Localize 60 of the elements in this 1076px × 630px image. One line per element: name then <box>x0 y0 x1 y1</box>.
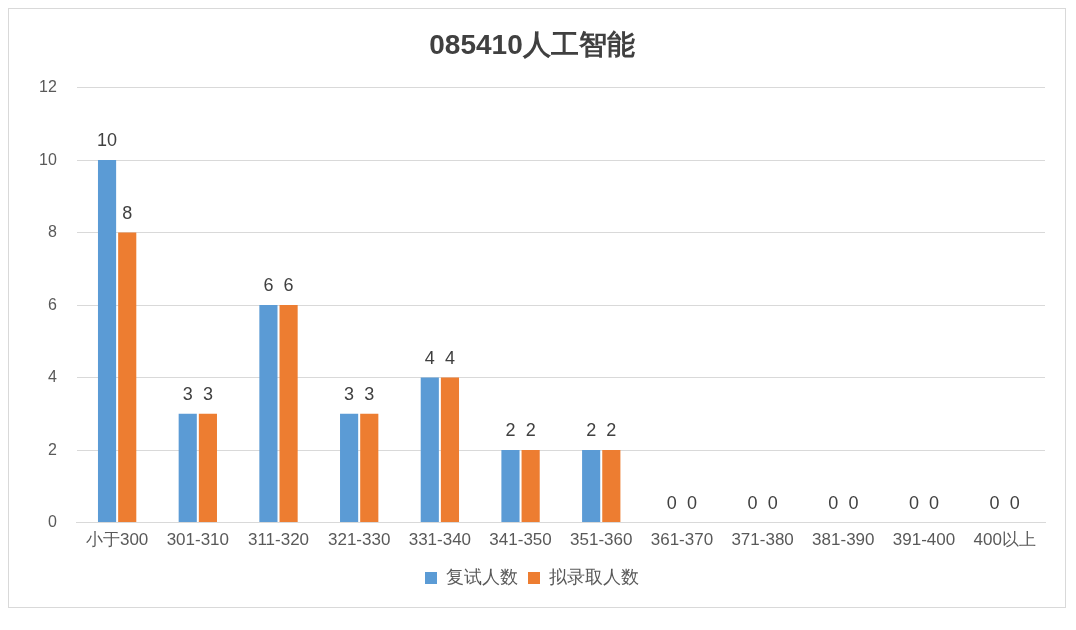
y-tick-label: 2 <box>47 440 57 458</box>
data-label: 0 <box>908 492 919 513</box>
bar <box>279 305 298 523</box>
data-label: 3 <box>182 383 193 404</box>
data-label: 0 <box>828 492 839 513</box>
x-tick-label: 311-320 <box>247 530 310 550</box>
x-tick-label: 331-340 <box>408 530 472 550</box>
x-tick-label: 371-380 <box>731 530 794 550</box>
bar <box>259 305 278 523</box>
bar <box>198 413 217 523</box>
y-tick-label: 6 <box>47 295 57 313</box>
bar <box>420 377 439 523</box>
x-tick-label: 321-330 <box>327 530 391 550</box>
x-tick-label: 391-400 <box>892 530 956 550</box>
data-label: 2 <box>586 420 597 441</box>
data-label: 4 <box>444 347 455 368</box>
bar <box>118 232 137 523</box>
data-label: 0 <box>1009 492 1020 513</box>
bar <box>440 377 460 523</box>
y-tick-label: 4 <box>47 368 57 386</box>
data-label: 0 <box>989 492 1000 513</box>
data-label: 0 <box>687 492 698 513</box>
data-label: 2 <box>525 420 536 441</box>
legend-label: 拟录取人数 <box>549 566 639 587</box>
y-tick-label: 10 <box>39 150 57 168</box>
legend-label: 复试人数 <box>446 566 518 587</box>
bar <box>582 450 601 523</box>
bar <box>178 413 197 523</box>
data-label: 2 <box>606 420 617 441</box>
x-tick-label: 301-310 <box>166 530 230 550</box>
data-label: 0 <box>747 492 758 513</box>
data-label: 6 <box>283 275 294 296</box>
x-tick-label: 381-390 <box>812 530 875 550</box>
data-label: 0 <box>767 492 778 513</box>
chart-title: 085410人工智能 <box>429 28 635 60</box>
data-label: 3 <box>364 383 375 404</box>
data-label: 6 <box>263 275 274 296</box>
data-label: 4 <box>424 347 435 368</box>
data-label: 10 <box>97 130 118 151</box>
data-label: 3 <box>344 383 355 404</box>
x-tick-label: 351-360 <box>570 530 633 550</box>
data-label: 0 <box>666 492 677 513</box>
y-tick-label: 0 <box>47 513 57 531</box>
bar <box>340 413 359 523</box>
y-tick-label: 12 <box>39 78 57 96</box>
data-label: 3 <box>202 383 213 404</box>
y-tick-label: 8 <box>47 223 57 241</box>
x-tick-label: 361-370 <box>650 530 714 550</box>
bar <box>97 160 117 523</box>
x-tick-label: 400以上 <box>973 530 1036 550</box>
x-tick-label: 341-350 <box>489 530 552 550</box>
data-label: 8 <box>122 202 133 223</box>
bar <box>360 413 379 523</box>
data-label: 0 <box>848 492 859 513</box>
bar <box>602 450 621 523</box>
bar <box>521 450 540 523</box>
data-label: 0 <box>929 492 940 513</box>
x-tick-label: 小于300 <box>85 530 149 550</box>
data-label: 2 <box>505 420 516 441</box>
bar <box>501 450 520 523</box>
